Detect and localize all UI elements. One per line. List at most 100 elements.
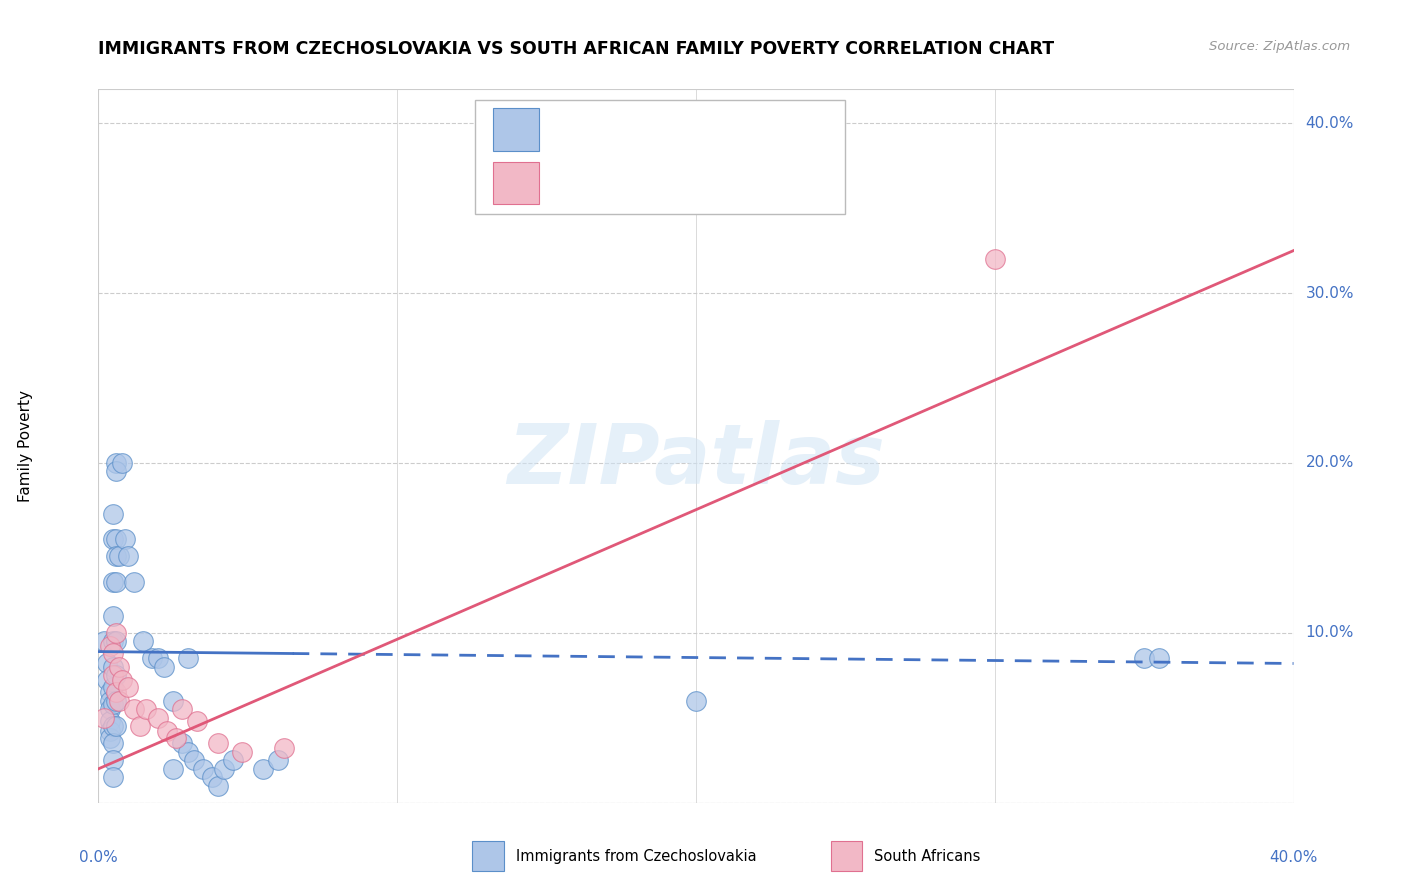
Point	[105, 626, 128, 640]
Point	[162, 694, 184, 708]
FancyBboxPatch shape	[472, 841, 503, 871]
Text: ZIPatlas: ZIPatlas	[508, 420, 884, 500]
Point	[117, 549, 139, 564]
Point	[103, 660, 125, 674]
Text: South Africans: South Africans	[875, 849, 980, 863]
Point	[103, 736, 125, 750]
Point	[98, 731, 122, 746]
Text: 0.807: 0.807	[614, 178, 668, 196]
Point	[129, 719, 152, 733]
Text: 40.0%: 40.0%	[1270, 850, 1317, 865]
Point	[105, 685, 128, 699]
Point	[103, 574, 125, 589]
Point	[172, 702, 194, 716]
Point	[98, 714, 122, 729]
Point	[103, 680, 125, 694]
Point	[201, 770, 224, 784]
Point	[103, 668, 125, 682]
Text: 20.0%: 20.0%	[1306, 456, 1354, 470]
FancyBboxPatch shape	[831, 841, 862, 871]
Text: Family Poverty: Family Poverty	[18, 390, 32, 502]
Text: N =: N =	[692, 178, 730, 196]
Point	[105, 549, 128, 564]
Point	[103, 719, 125, 733]
Point	[98, 640, 122, 654]
Text: 55: 55	[749, 125, 773, 143]
Point	[96, 673, 118, 688]
Text: R =: R =	[551, 178, 592, 196]
Text: -0.012: -0.012	[614, 125, 673, 143]
Point	[177, 745, 200, 759]
Point	[105, 533, 128, 547]
Point	[98, 685, 122, 699]
Point	[103, 507, 125, 521]
Point	[105, 719, 128, 733]
Point	[1147, 651, 1170, 665]
Point	[165, 731, 187, 746]
Point	[103, 698, 125, 712]
Point	[124, 702, 146, 716]
Point	[103, 770, 125, 784]
Point	[183, 753, 205, 767]
Point	[191, 762, 214, 776]
FancyBboxPatch shape	[494, 109, 540, 151]
Point	[135, 702, 157, 716]
Point	[186, 714, 208, 729]
Point	[103, 634, 125, 648]
Point	[162, 762, 184, 776]
Point	[103, 608, 125, 623]
Point	[207, 779, 229, 793]
Point	[124, 574, 146, 589]
Point	[114, 533, 136, 547]
Point	[983, 252, 1005, 266]
FancyBboxPatch shape	[475, 100, 845, 214]
Point	[207, 736, 229, 750]
Point	[105, 465, 128, 479]
Text: 10.0%: 10.0%	[1306, 625, 1354, 640]
Point	[105, 574, 128, 589]
Point	[98, 724, 122, 739]
Point	[103, 646, 125, 660]
Point	[96, 657, 118, 671]
Text: N =: N =	[692, 125, 730, 143]
Point	[111, 673, 134, 688]
Point	[98, 702, 122, 716]
Point	[148, 651, 170, 665]
Point	[105, 694, 128, 708]
Point	[148, 711, 170, 725]
Point	[212, 762, 235, 776]
Point	[105, 634, 128, 648]
Point	[103, 533, 125, 547]
Point	[103, 753, 125, 767]
Point	[156, 724, 179, 739]
Point	[222, 753, 245, 767]
Text: R =: R =	[551, 125, 588, 143]
Text: 0.0%: 0.0%	[79, 850, 118, 865]
Point	[108, 660, 131, 674]
Point	[105, 668, 128, 682]
Point	[98, 694, 122, 708]
Text: Immigrants from Czechoslovakia: Immigrants from Czechoslovakia	[516, 849, 756, 863]
Point	[93, 634, 115, 648]
Point	[252, 762, 274, 776]
Point	[685, 694, 707, 708]
Point	[93, 711, 115, 725]
Point	[132, 634, 155, 648]
Text: Source: ZipAtlas.com: Source: ZipAtlas.com	[1209, 40, 1350, 54]
FancyBboxPatch shape	[494, 162, 540, 204]
Point	[111, 456, 134, 470]
Point	[105, 456, 128, 470]
Point	[231, 745, 253, 759]
Text: 30.0%: 30.0%	[1306, 285, 1354, 301]
Point	[141, 651, 163, 665]
Point	[267, 753, 290, 767]
Point	[273, 741, 295, 756]
Text: 40.0%: 40.0%	[1306, 116, 1354, 131]
Point	[1133, 651, 1156, 665]
Text: 22: 22	[749, 178, 773, 196]
Text: IMMIGRANTS FROM CZECHOSLOVAKIA VS SOUTH AFRICAN FAMILY POVERTY CORRELATION CHART: IMMIGRANTS FROM CZECHOSLOVAKIA VS SOUTH …	[98, 40, 1054, 58]
Point	[117, 680, 139, 694]
Point	[108, 549, 131, 564]
Point	[177, 651, 200, 665]
Point	[172, 736, 194, 750]
